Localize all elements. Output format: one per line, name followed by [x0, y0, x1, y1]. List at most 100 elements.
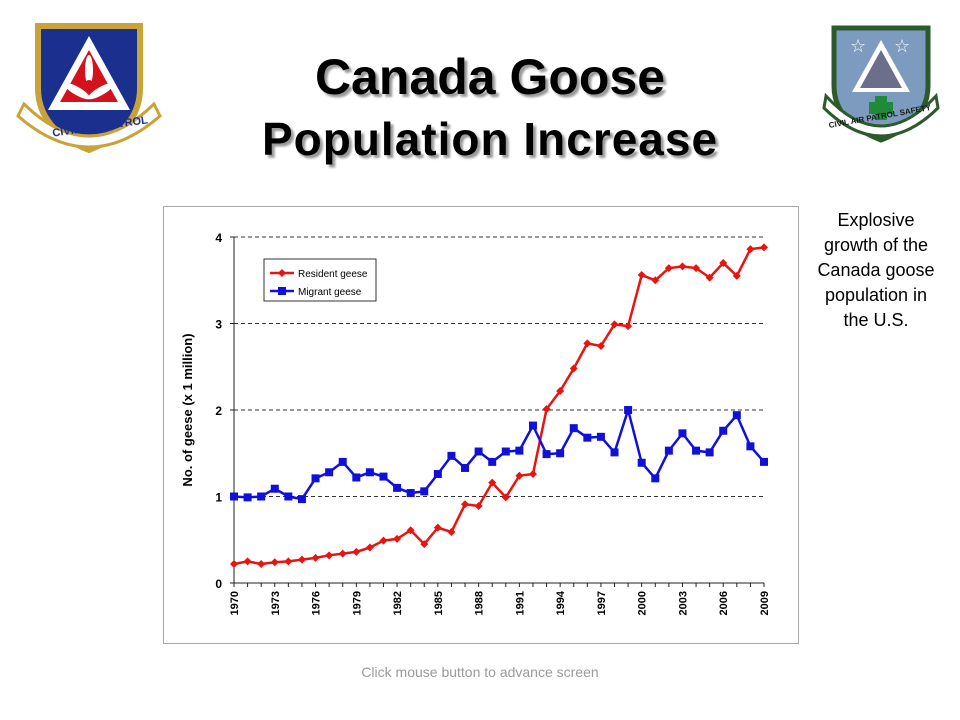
data-point — [556, 386, 565, 395]
data-point — [542, 405, 551, 414]
data-point — [501, 493, 510, 502]
data-point — [610, 448, 619, 457]
data-point — [257, 559, 266, 568]
data-point — [325, 551, 334, 560]
data-point — [719, 426, 728, 435]
data-point — [515, 446, 524, 455]
data-point — [692, 264, 701, 273]
data-point — [488, 478, 497, 487]
x-tick-label: 1973 — [270, 591, 282, 615]
y-tick-label: 0 — [215, 577, 222, 591]
data-point — [732, 411, 741, 420]
data-point — [556, 449, 565, 458]
x-tick-label: 2006 — [718, 591, 730, 615]
y-tick-label: 2 — [215, 404, 222, 418]
data-point — [678, 262, 687, 271]
y-axis-title: No. of geese (x 1 million) — [180, 333, 195, 486]
series-line — [233, 246, 765, 566]
data-point — [433, 470, 442, 479]
legend-label: Resident geese — [298, 269, 368, 280]
data-point — [705, 273, 714, 282]
x-tick-label: 2000 — [637, 591, 649, 615]
x-tick-label: 1994 — [555, 590, 567, 615]
advance-hint: Click mouse button to advance screen — [361, 664, 599, 680]
data-point — [284, 492, 293, 501]
data-point — [433, 523, 442, 532]
data-point — [352, 547, 361, 556]
y-tick-label: 3 — [215, 318, 222, 332]
data-point — [379, 472, 388, 481]
data-point — [461, 500, 470, 509]
data-point — [311, 553, 320, 562]
data-point — [624, 322, 633, 331]
data-point — [297, 495, 306, 504]
y-tick-label: 1 — [215, 491, 222, 505]
data-point — [488, 457, 497, 466]
data-point — [352, 473, 361, 482]
data-point — [651, 276, 660, 285]
data-point — [760, 243, 768, 252]
data-point — [379, 536, 388, 545]
data-point — [230, 492, 238, 501]
data-point — [406, 526, 415, 535]
series-line — [233, 405, 765, 501]
data-point — [760, 457, 768, 466]
data-point — [338, 549, 347, 558]
data-point — [420, 487, 429, 496]
data-point — [474, 447, 483, 456]
data-point — [297, 555, 306, 564]
data-point — [243, 493, 252, 502]
x-tick-label: 1997 — [596, 591, 608, 615]
data-point — [406, 489, 415, 498]
x-tick-label: 1991 — [514, 591, 526, 615]
legend-swatch-marker — [278, 287, 286, 295]
data-point — [393, 483, 402, 492]
data-point — [746, 245, 755, 254]
data-point — [501, 447, 510, 456]
data-point — [284, 557, 293, 566]
data-point — [569, 424, 578, 433]
data-point — [637, 271, 646, 280]
data-point — [569, 364, 578, 373]
data-point — [338, 457, 347, 466]
data-point — [393, 534, 402, 543]
data-point — [596, 432, 605, 441]
legend-swatch-marker — [278, 269, 286, 277]
data-point — [637, 458, 646, 467]
data-point — [732, 271, 741, 280]
data-point — [528, 470, 537, 479]
population-line-chart: 0 1 2 3 4 1970 1973 1976 1979 1982 1985 1988 1991 199… — [180, 231, 771, 615]
data-point — [664, 446, 673, 455]
data-point — [474, 502, 483, 511]
data-point — [325, 468, 334, 477]
data-point — [420, 540, 429, 549]
slide-title-line1: Canada Goose — [314, 49, 666, 105]
x-tick-label: 2009 — [759, 591, 771, 615]
y-tick-label: 4 — [215, 231, 222, 245]
x-tick-label: 1982 — [392, 591, 404, 615]
data-point — [610, 320, 619, 329]
x-tick-label: 1979 — [351, 591, 363, 615]
data-point — [528, 421, 537, 430]
data-point — [365, 468, 374, 477]
side-note: Explosive growth of the Canada goose pop… — [817, 210, 935, 330]
data-point — [664, 264, 673, 273]
data-point — [705, 448, 714, 457]
data-point — [365, 543, 374, 552]
data-point — [596, 341, 605, 350]
data-point — [447, 527, 456, 536]
data-point — [678, 429, 687, 438]
data-point — [461, 463, 470, 472]
data-point — [311, 474, 320, 483]
x-tick-label: 2003 — [677, 591, 689, 615]
legend-label: Migrant geese — [298, 287, 362, 298]
chart-frame: 0 1 2 3 4 1970 1973 1976 1979 1982 1985 1988 1991 199… — [163, 206, 799, 644]
x-tick-label: 1988 — [474, 591, 486, 615]
x-tick-label: 1976 — [311, 591, 323, 615]
svg-text:☆: ☆ — [894, 36, 910, 57]
data-point — [257, 492, 266, 501]
data-point — [746, 442, 755, 451]
data-point — [651, 474, 660, 483]
data-point — [447, 451, 456, 460]
slide-title-line2: Population Increase — [261, 113, 719, 165]
